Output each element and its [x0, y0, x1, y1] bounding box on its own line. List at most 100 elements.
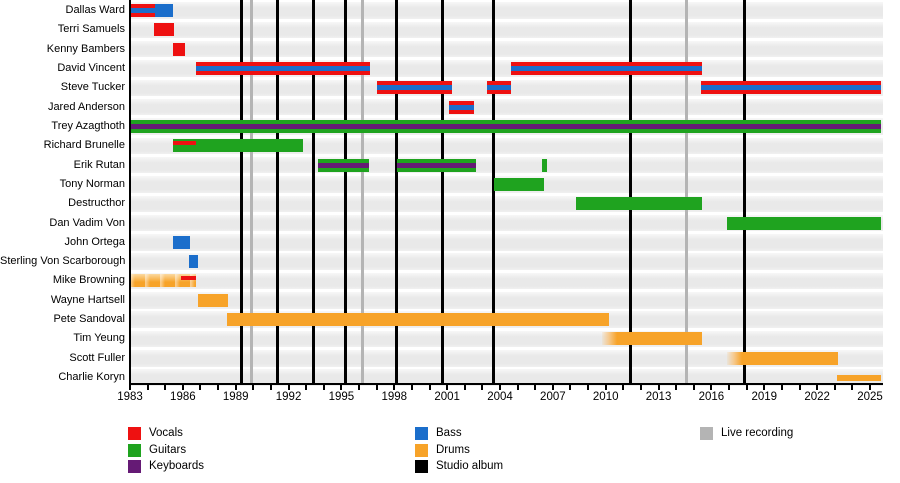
member-name-label: Scott Fuller [69, 351, 125, 364]
member-name-label: John Ortega [64, 235, 125, 248]
member-tenure-bar-vocals-bass [510, 61, 702, 75]
x-axis-tick [833, 385, 836, 390]
x-axis-tick [217, 385, 220, 390]
member-tenure-bar-bass [189, 255, 198, 269]
legend-swatch-bass [415, 427, 428, 440]
studio-album-line [441, 0, 445, 383]
timeline-row-band [130, 214, 883, 232]
role-stripe-bass [448, 104, 474, 110]
member-tenure-bar-drums [727, 351, 839, 365]
live-recording-line [250, 0, 254, 383]
legend-item-vocals: Vocals [128, 427, 308, 441]
member-tenure-bar-guitars [493, 177, 545, 191]
x-axis-tick-label: 2013 [645, 391, 672, 403]
x-axis-tick [798, 385, 801, 390]
live-recording-line [685, 0, 689, 383]
studio-album-line [742, 0, 746, 383]
studio-album-line [311, 0, 315, 383]
legend-swatch-live_recording [700, 427, 713, 440]
x-axis-tick [234, 385, 237, 390]
x-axis-tick-label: 2010 [592, 391, 619, 403]
x-axis-tick [463, 385, 466, 390]
x-axis-tick-label: 1998 [381, 391, 408, 403]
x-axis-tick [534, 385, 537, 390]
member-name-label: Jared Anderson [47, 100, 125, 113]
member-name-label: Terri Samuels [57, 23, 125, 36]
legend-item-live-recording: Live recording [700, 427, 880, 441]
x-axis-tick [269, 385, 272, 390]
role-stripe-keyboards [317, 162, 369, 168]
timeline-row-band [130, 292, 883, 309]
x-axis-tick [358, 385, 361, 390]
legend-label: Drums [436, 443, 470, 456]
legend-label: Vocals [149, 427, 183, 439]
member-tenure-bar-vocals-bass [130, 4, 155, 17]
studio-album-line [276, 0, 280, 383]
x-axis-tick-label: 2022 [804, 391, 830, 403]
x-axis-tick [657, 385, 660, 390]
x-axis-tick-label: 2025 [857, 391, 883, 403]
timeline-row-band [130, 234, 883, 251]
x-axis-tick-label: 1995 [328, 391, 355, 403]
x-axis-tick [340, 385, 343, 390]
x-axis-tick [816, 385, 819, 390]
legend-item-keyboards: Keyboards [128, 460, 308, 474]
x-axis-tick [763, 385, 766, 390]
legend-item-guitars: Guitars [128, 443, 308, 458]
x-axis-tick [851, 385, 854, 390]
member-tenure-bar-guitars [575, 197, 702, 211]
member-name-label: Steve Tucker [60, 81, 125, 94]
studio-album-line [492, 0, 496, 383]
timeline-row-band [130, 253, 883, 270]
x-axis-tick [622, 385, 625, 390]
x-axis-tick [481, 385, 484, 390]
y-axis-line [129, 0, 131, 385]
x-axis-tick [446, 385, 449, 390]
member-tenure-bar-drums [130, 274, 197, 288]
x-axis-tick [410, 385, 413, 390]
member-tenure-bar-vocals-bass [196, 61, 370, 75]
legend-swatch-keyboards [128, 460, 141, 473]
x-axis-tick [569, 385, 572, 390]
member-tenure-bar-drums [226, 313, 610, 327]
role-stripe-keyboards [396, 162, 477, 168]
legend-item-studio-album: Studio album [415, 460, 595, 474]
role-stripe-bass [130, 8, 155, 13]
member-tenure-bar-vocals [173, 42, 185, 56]
legend-label: Studio album [436, 460, 504, 472]
timeline-row-band [130, 21, 883, 39]
member-name-label: Richard Brunelle [43, 139, 125, 152]
x-axis-tick [587, 385, 590, 390]
member-name-label: Erik Rutan [73, 158, 125, 171]
timeline-row-band [130, 137, 883, 155]
x-axis-tick [393, 385, 396, 390]
legend-swatch-guitars [128, 443, 141, 457]
x-axis-tick [498, 385, 501, 390]
x-axis-tick [199, 385, 202, 390]
x-axis-tick [181, 385, 184, 390]
legend-label: Keyboards [149, 460, 204, 472]
x-axis-tick [868, 385, 871, 390]
member-tenure-bar-vocals-bass [376, 81, 453, 95]
studio-album-line [628, 0, 632, 383]
timeline-row-band [130, 2, 883, 19]
member-tenure-bar-vocals-bass [486, 81, 511, 95]
x-axis-tick-label: 2019 [751, 391, 778, 403]
x-axis-tick [428, 385, 431, 390]
x-axis-tick [322, 385, 325, 390]
role-overlay-vocals [181, 276, 197, 281]
role-stripe-bass [486, 85, 511, 91]
x-axis-tick [516, 385, 519, 390]
member-tenure-bar-vocals [153, 23, 175, 37]
legend-item-bass: Bass [415, 427, 595, 441]
timeline-row-band [130, 40, 883, 58]
member-name-label: Trey Azagthoth [51, 119, 125, 132]
member-name-label: Mike Browning [52, 274, 125, 287]
timeline-row-band [130, 369, 883, 386]
member-name-label: Tony Norman [59, 177, 125, 190]
member-name-label: David Vincent [57, 61, 125, 74]
legend-item-drums: Drums [415, 443, 595, 458]
x-axis-tick-label: 1983 [117, 391, 143, 403]
role-stripe-bass [196, 65, 370, 71]
role-stripe-bass [700, 85, 882, 91]
